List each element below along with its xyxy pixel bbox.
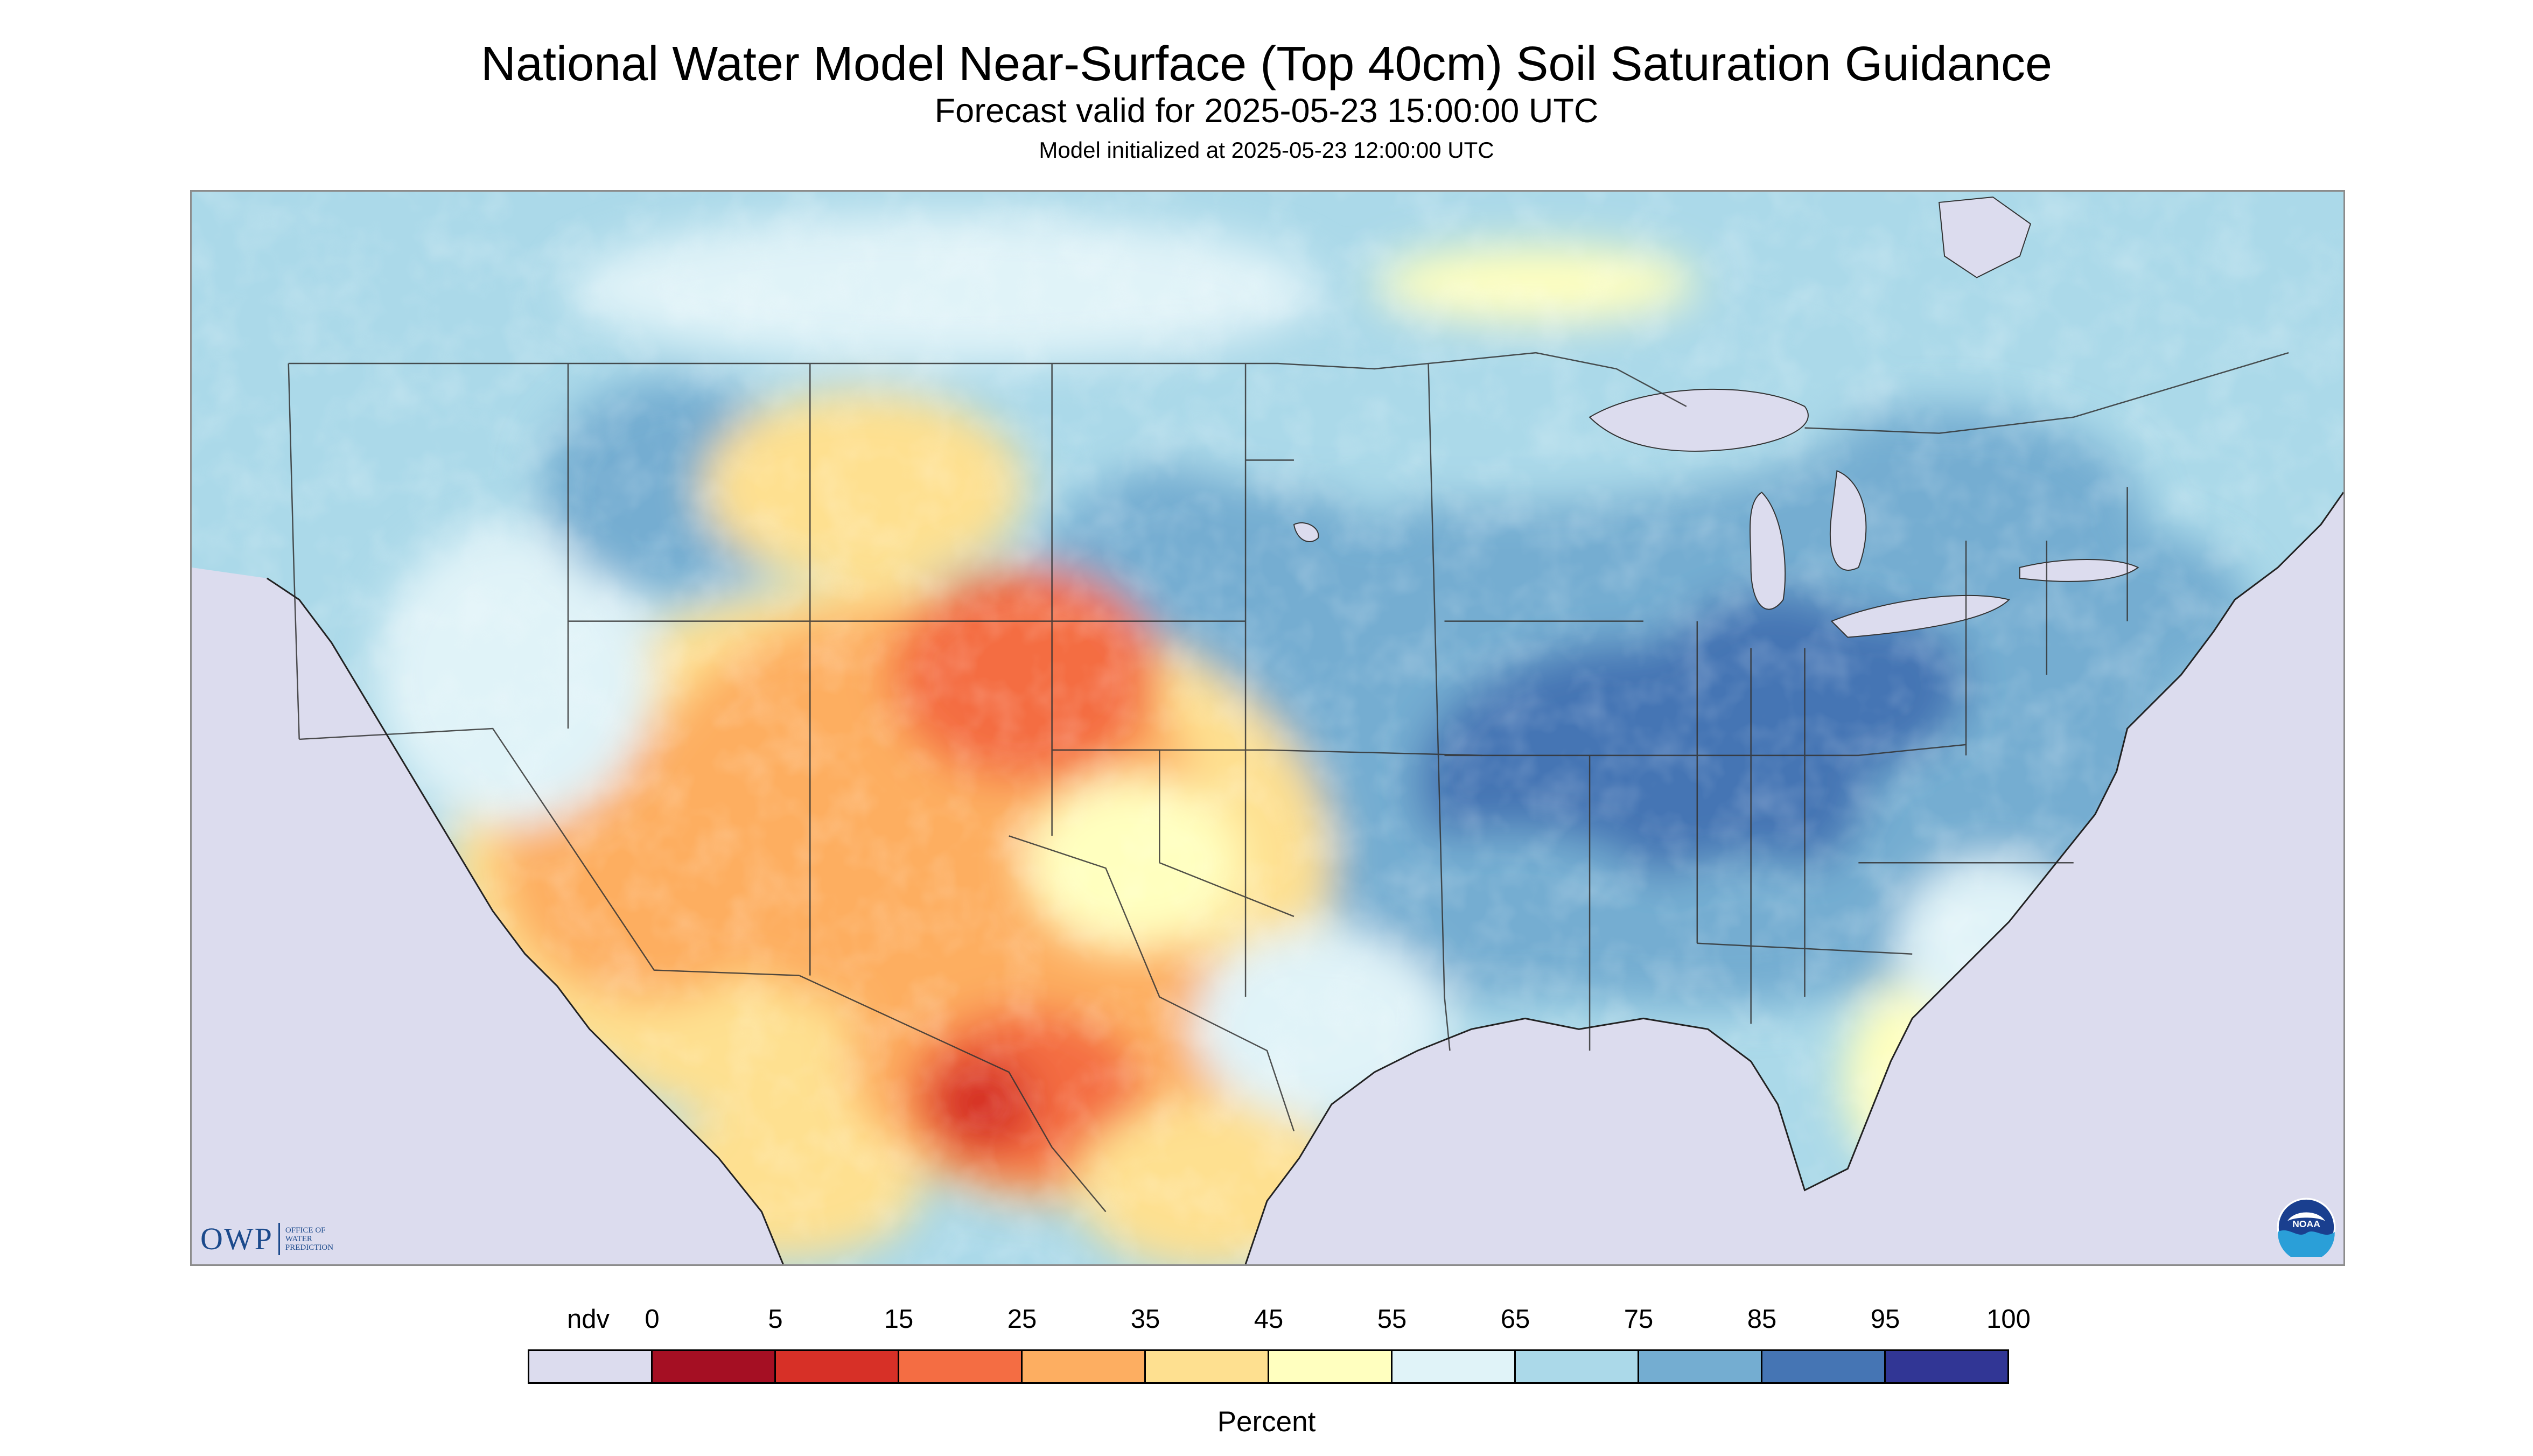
legend-tick-label: 0 bbox=[645, 1305, 660, 1334]
forecast-valid-time: Forecast valid for 2025-05-23 15:00:00 U… bbox=[934, 92, 1599, 130]
lakes bbox=[1293, 196, 2139, 638]
soil-saturation-map bbox=[192, 192, 2343, 1264]
political-boundaries bbox=[288, 352, 2289, 1213]
noaa-logo: NOAA bbox=[2277, 1198, 2336, 1257]
legend-tick-label: 85 bbox=[1747, 1305, 1777, 1334]
legend-tick-label: 5 bbox=[768, 1305, 783, 1334]
legend-tick-label: 75 bbox=[1624, 1305, 1654, 1334]
legend-swatch-95-100 bbox=[1884, 1349, 2009, 1384]
legend-tick-label: 45 bbox=[1254, 1305, 1284, 1334]
legend-swatch-25-35 bbox=[1021, 1349, 1146, 1384]
legend-tick-label: ndv bbox=[566, 1305, 610, 1334]
legend-tick-label: 55 bbox=[1377, 1305, 1407, 1334]
legend-swatch-35-45 bbox=[1144, 1349, 1269, 1384]
map-panel: OWP OFFICE OF WATER PREDICTION NOAA bbox=[190, 190, 2345, 1266]
legend-tick-label: 65 bbox=[1500, 1305, 1530, 1334]
owp-line2: WATER bbox=[285, 1234, 312, 1243]
owp-logo: OWP OFFICE OF WATER PREDICTION bbox=[200, 1221, 333, 1257]
legend-swatch-15-25 bbox=[898, 1349, 1023, 1384]
chart-title: National Water Model Near-Surface (Top 4… bbox=[480, 37, 2052, 91]
legend-tick-label: 95 bbox=[1870, 1305, 1900, 1334]
legend-tick-label: 100 bbox=[1986, 1305, 2031, 1334]
owp-fullname: OFFICE OF WATER PREDICTION bbox=[285, 1226, 333, 1252]
owp-line1: OFFICE OF bbox=[285, 1226, 326, 1235]
legend-swatch-ndv bbox=[528, 1349, 653, 1384]
owp-abbrev: OWP bbox=[200, 1221, 273, 1256]
legend-tick-label: 15 bbox=[884, 1305, 914, 1334]
saturation-field bbox=[192, 192, 2343, 1264]
legend-swatch-0-5 bbox=[651, 1349, 776, 1384]
legend-swatch-75-85 bbox=[1638, 1349, 1762, 1384]
owp-divider bbox=[278, 1222, 280, 1255]
legend-swatch-55-65 bbox=[1391, 1349, 1516, 1384]
legend-unit-label: Percent bbox=[1217, 1406, 1316, 1438]
noaa-logo-text: NOAA bbox=[2292, 1219, 2320, 1229]
legend-tick-label: 25 bbox=[1007, 1305, 1037, 1334]
legend-swatch-5-15 bbox=[774, 1349, 899, 1384]
owp-line3: PREDICTION bbox=[285, 1243, 334, 1252]
legend-tick-label: 35 bbox=[1130, 1305, 1160, 1334]
coastlines bbox=[266, 492, 2343, 1264]
model-init-time: Model initialized at 2025-05-23 12:00:00… bbox=[1039, 137, 1494, 163]
legend-swatch-65-75 bbox=[1514, 1349, 1639, 1384]
legend-swatch-45-55 bbox=[1268, 1349, 1393, 1384]
legend-swatch-85-95 bbox=[1761, 1349, 1886, 1384]
